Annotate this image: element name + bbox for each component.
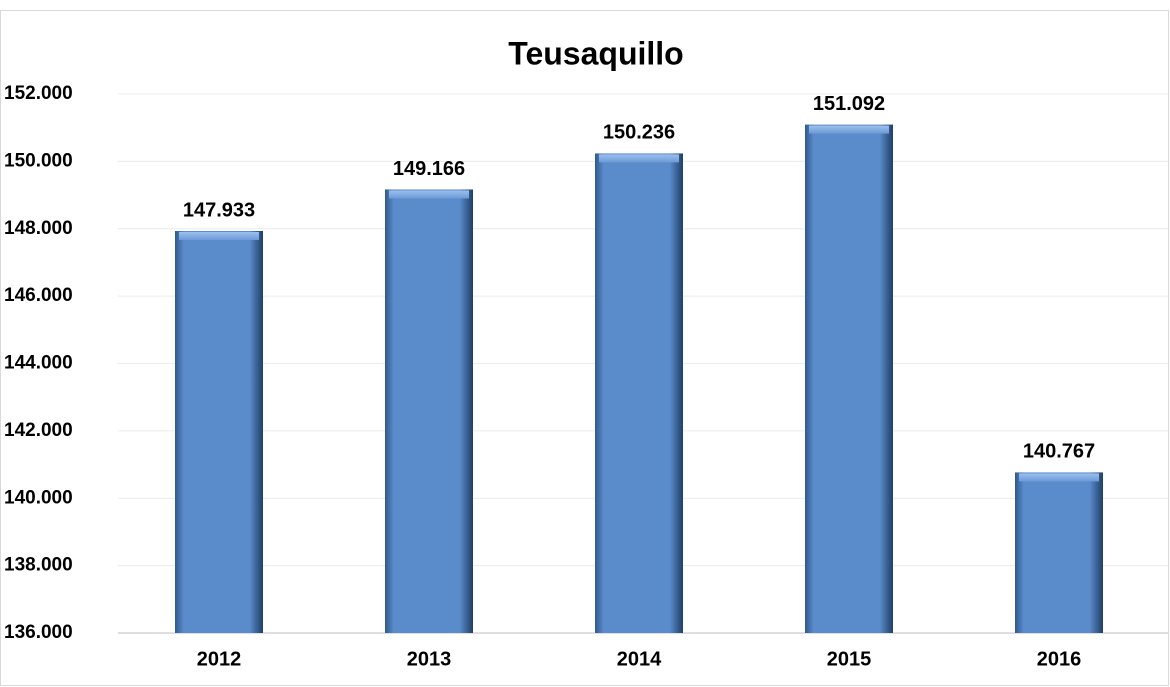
bar-cap bbox=[599, 154, 679, 163]
bar bbox=[385, 189, 473, 633]
x-tick-label: 2014 bbox=[617, 648, 662, 670]
y-tick-label: 150.000 bbox=[4, 150, 73, 171]
y-tick-label: 138.000 bbox=[4, 555, 73, 576]
data-label: 140.767 bbox=[1023, 441, 1095, 463]
y-tick-label: 152.000 bbox=[4, 83, 73, 104]
x-tick-label: 2016 bbox=[1037, 648, 1082, 670]
bar bbox=[175, 231, 263, 633]
bar bbox=[805, 124, 893, 633]
data-label: 149.166 bbox=[393, 158, 465, 180]
data-label: 147.933 bbox=[183, 199, 255, 221]
y-tick-label: 144.000 bbox=[4, 353, 73, 374]
x-tick-label: 2012 bbox=[197, 648, 242, 670]
bar-cap bbox=[809, 125, 889, 134]
bar bbox=[595, 153, 683, 633]
x-tick-label: 2013 bbox=[407, 648, 452, 670]
data-label: 151.092 bbox=[813, 93, 885, 115]
y-tick-label: 136.000 bbox=[4, 622, 73, 643]
y-tick-label: 142.000 bbox=[4, 420, 73, 441]
y-tick-label: 140.000 bbox=[4, 487, 73, 508]
y-tick-label: 148.000 bbox=[4, 218, 73, 239]
bar bbox=[1015, 472, 1103, 633]
chart-title: Teusaquillo bbox=[508, 35, 683, 71]
bar-cap bbox=[389, 190, 469, 199]
bar-cap bbox=[1019, 473, 1099, 482]
x-tick-label: 2015 bbox=[827, 648, 872, 670]
y-tick-label: 146.000 bbox=[4, 285, 73, 306]
bar-cap bbox=[179, 232, 259, 241]
data-label: 150.236 bbox=[603, 122, 675, 144]
